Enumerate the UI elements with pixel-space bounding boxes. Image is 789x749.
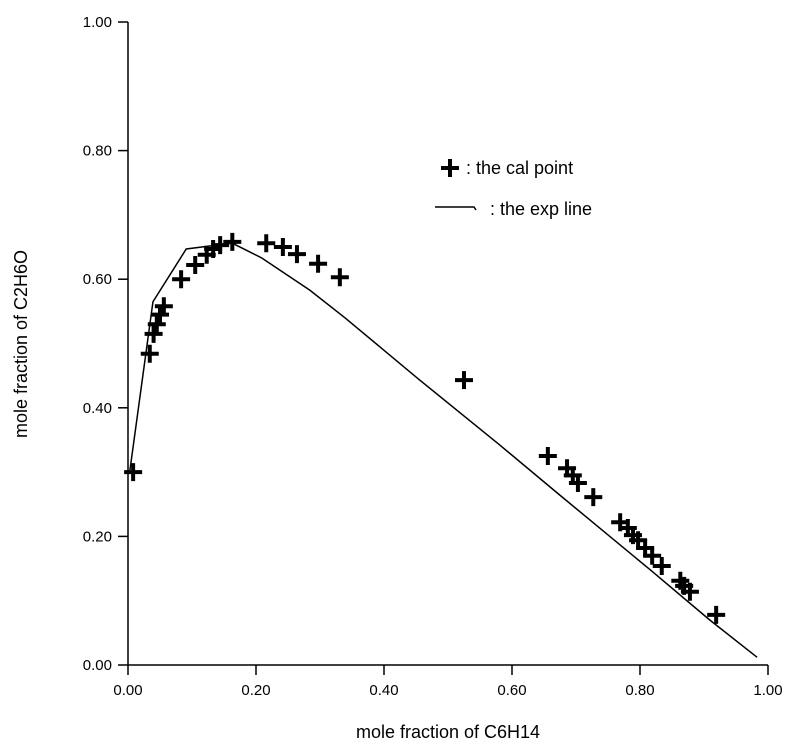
x-tick-label: 0.40 — [369, 682, 398, 699]
data-point — [186, 256, 205, 275]
y-tick-label: 1.00 — [83, 14, 112, 31]
x-tick-label: 0.60 — [497, 682, 526, 699]
data-point — [330, 268, 349, 287]
legend-label: : the exp line — [490, 199, 592, 219]
data-point — [309, 254, 328, 273]
data-point — [257, 234, 276, 253]
x-tick-label: 1.00 — [753, 682, 782, 699]
data-point — [538, 447, 557, 466]
legend-label: : the cal point — [466, 158, 573, 178]
y-tick-label: 0.40 — [83, 400, 112, 417]
y-axis-label: mole fraction of C2H6O — [11, 250, 31, 438]
x-tick-label: 0.00 — [113, 682, 142, 699]
data-point — [680, 582, 699, 601]
data-line — [129, 242, 758, 658]
x-axis-label: mole fraction of C6H14 — [356, 722, 540, 742]
data-point — [584, 488, 603, 507]
y-tick-label: 0.80 — [83, 143, 112, 160]
data-point — [273, 238, 292, 257]
data-point — [151, 305, 169, 324]
data-point — [144, 324, 163, 343]
data-point — [643, 546, 662, 565]
x-tick-label: 0.20 — [241, 682, 270, 699]
data-point — [223, 232, 242, 251]
data-point — [124, 463, 143, 482]
legend-marker — [441, 159, 459, 177]
data-point — [568, 474, 587, 493]
legend-line — [435, 206, 477, 211]
data-point — [147, 315, 166, 334]
data-point — [455, 371, 473, 390]
data-point — [707, 605, 726, 624]
data-point — [287, 245, 306, 264]
data-point — [154, 297, 173, 316]
data-point — [652, 556, 671, 575]
y-tick-label: 0.20 — [83, 528, 112, 545]
x-tick-label: 0.80 — [625, 682, 654, 699]
data-point — [172, 270, 191, 289]
y-tick-label: 0.60 — [83, 271, 112, 288]
data-point — [140, 344, 159, 363]
y-tick-label: 0.00 — [83, 657, 112, 674]
